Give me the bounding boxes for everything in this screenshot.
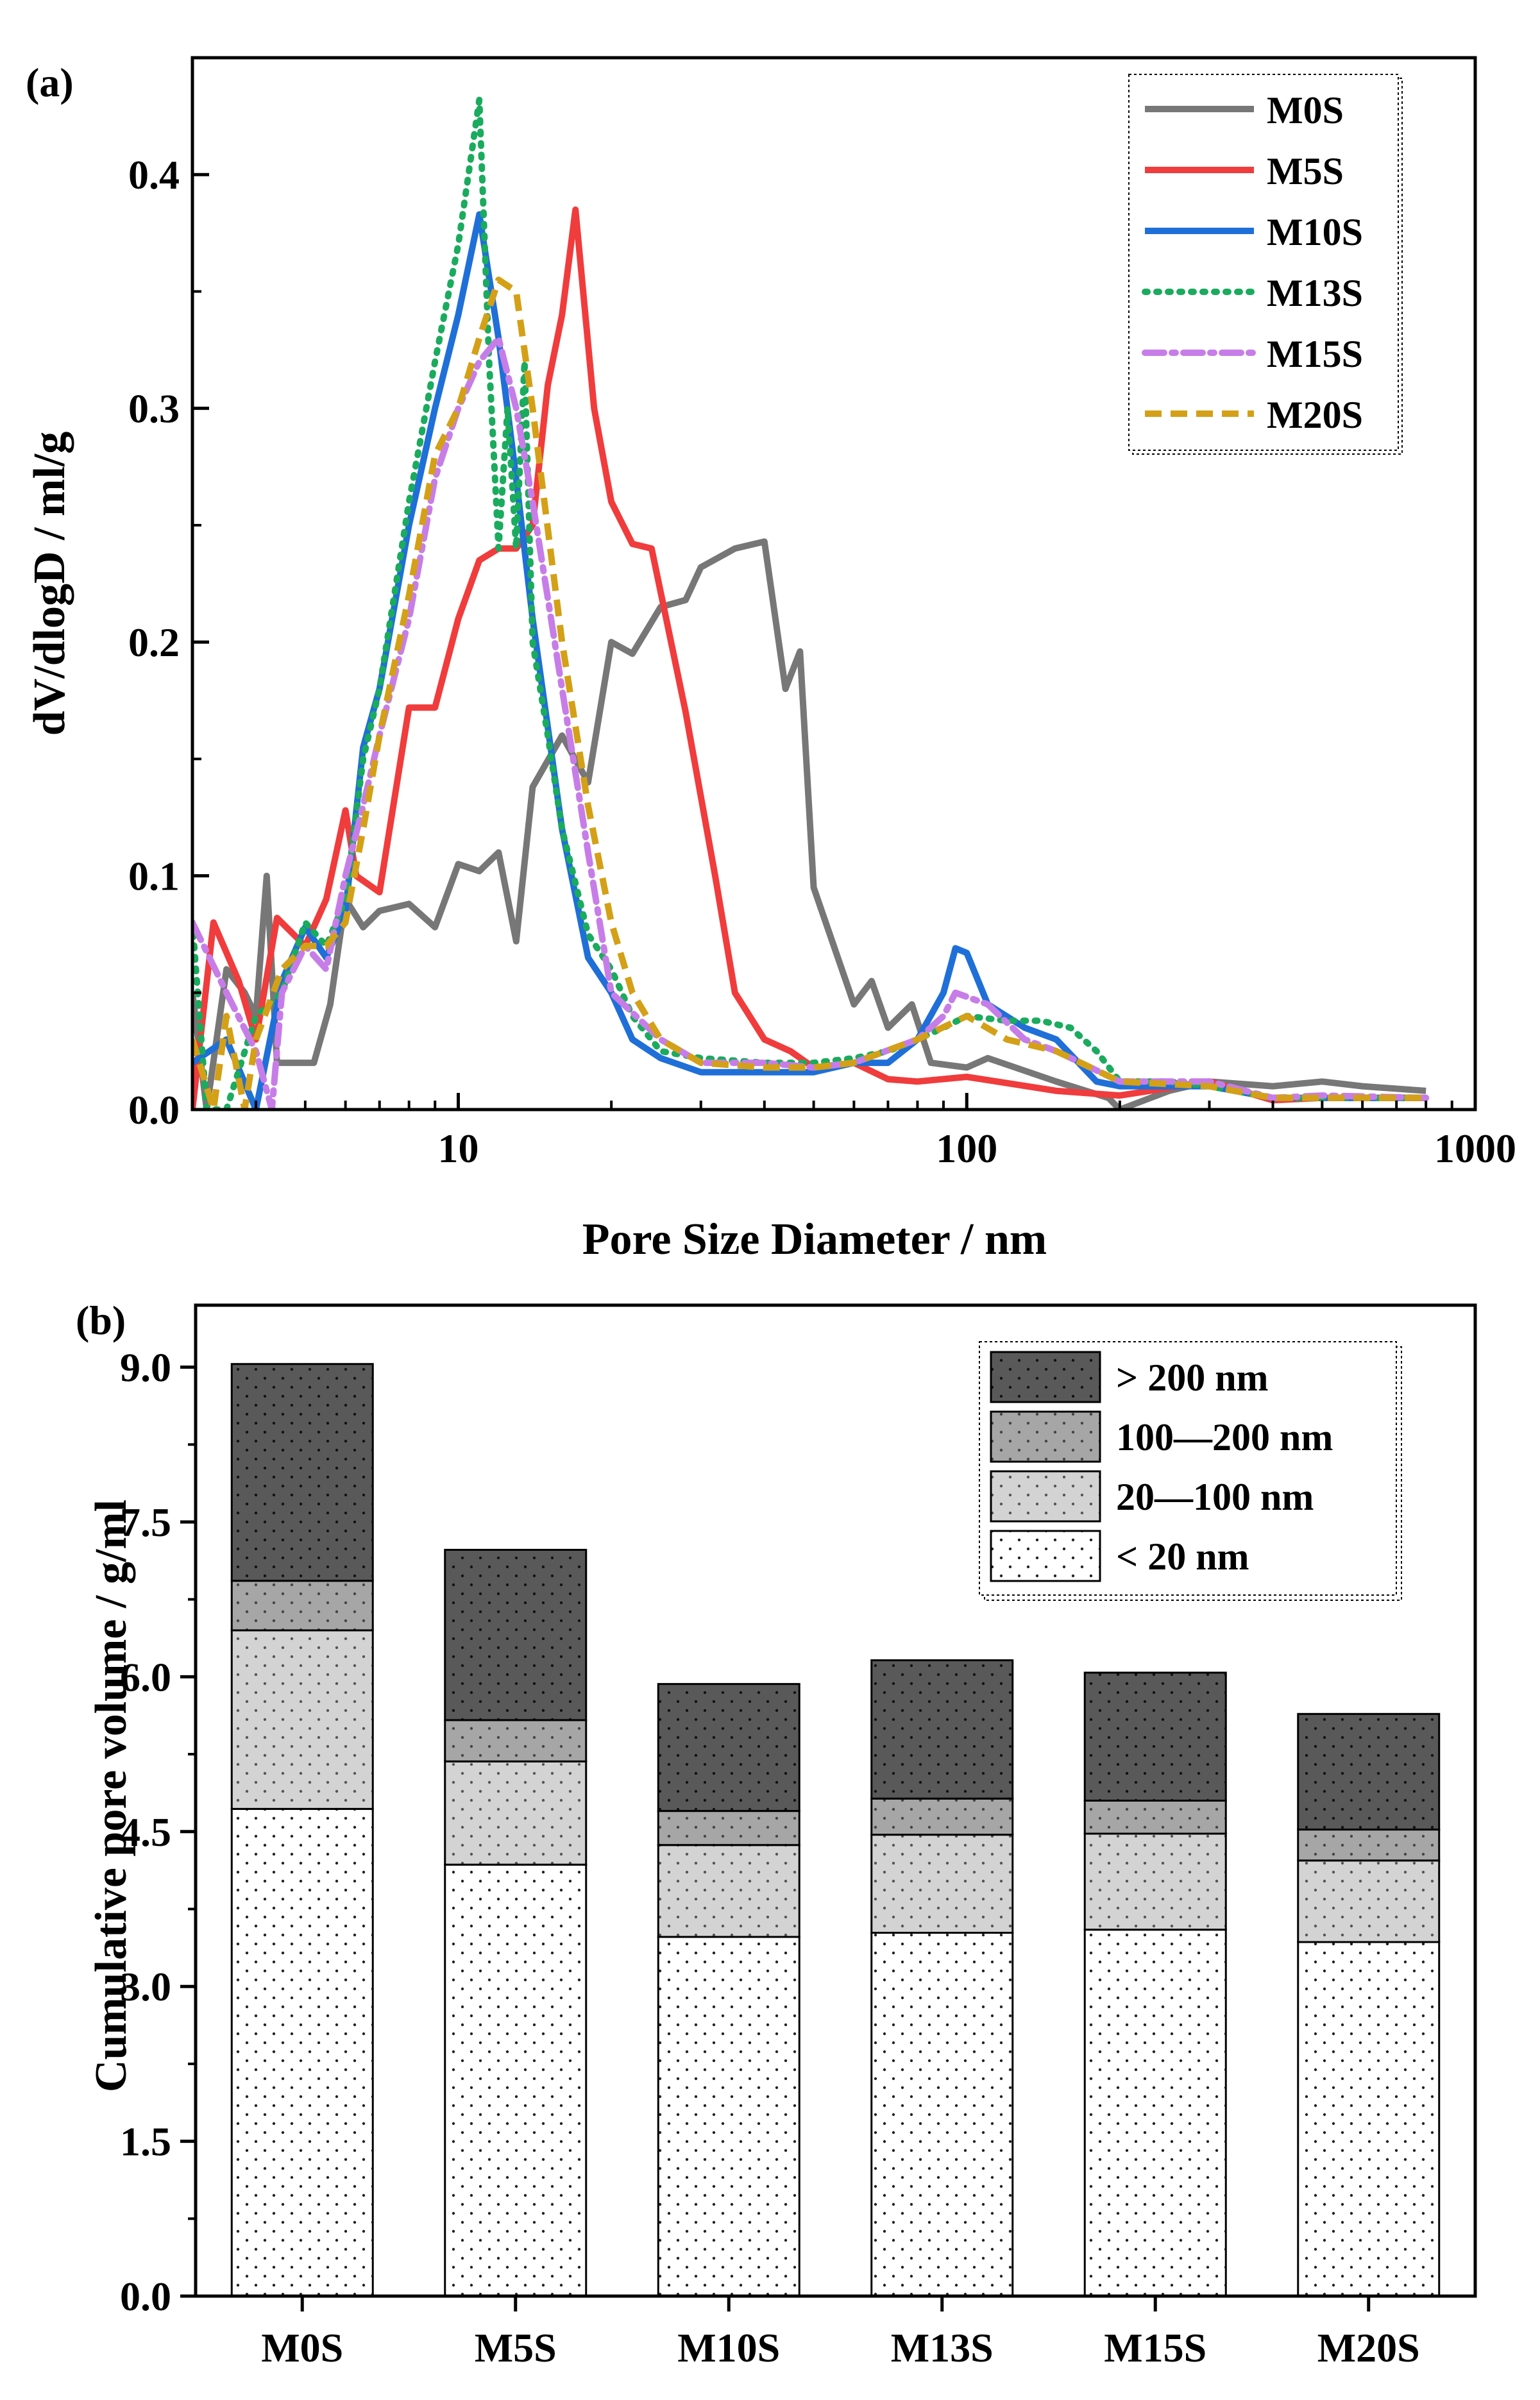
panel-a-frame [190,56,1477,1111]
legend-swatch-100-200-nm [990,1410,1101,1463]
x-tick-label-m5s: M5S [475,2325,557,2370]
y-tick-label: 0.3 [128,386,180,432]
bar-m13s-200-nm [870,1659,1014,1800]
legend-label-m20s: M20S [1267,394,1363,436]
x-tick-label-m15s: M15S [1104,2325,1206,2370]
y-tick-label: 0.0 [120,2274,171,2319]
panel-b-frame [194,1303,1477,2298]
bar-m13s-20-100-nm [870,1834,1014,1934]
series-line-m5s [192,206,1426,1110]
bar-m10s-100-200-nm [657,1810,800,1846]
legend-label-m13s: M13S [1267,272,1363,314]
panel-a-axes: 0.0 0.1 0.2 0.3 0.4 10 100 1000 [128,56,1516,1171]
bar-m20s-200-nm [1297,1712,1441,1831]
legend-label-20-nm: < 20 nm [1116,1535,1249,1578]
bar-m20s-100-200-nm [1297,1829,1441,1862]
y-tick-label: 1.5 [120,2119,171,2165]
y-tick-label: 0.0 [128,1087,180,1133]
bar-m5s-20-nm [444,1863,588,2297]
series-line-m20s [192,276,1426,1110]
panel-b-label: (b) [76,1297,126,1343]
bar-m20s-20-100-nm [1297,1859,1441,1943]
panel-a-label: (a) [26,60,74,105]
bar-m20s-20-nm [1297,1941,1441,2297]
legend-label-200-nm: > 200 nm [1116,1356,1269,1399]
y-tick-label: 0.4 [128,152,180,198]
stacked-bars [230,1363,1441,2297]
panel-b-axes: 0.0 1.5 3.0 4.5 6.0 7.5 9.0 M0S M5S M10S M13S M15S M… [120,1345,1420,2370]
legend-label-100-200-nm: 100—200 nm [1116,1416,1333,1458]
bar-m5s-100-200-nm [444,1719,588,1762]
panel-b-legend-shadow [984,1346,1402,1601]
bar-m5s-20-100-nm [444,1760,588,1866]
panel-a-line-chart: (a) 0.0 0.1 0.2 0.3 0.4 10 100 1000 Pore Size D… [25,56,1516,1264]
legend-label-m5s: M5S [1267,150,1344,192]
legend-swatch-200-nm [990,1351,1101,1403]
y-tick-label: 3.0 [120,1964,171,2009]
bar-m15s-100-200-nm [1083,1800,1227,1835]
y-tick-label: 0.1 [128,854,180,899]
legend-swatch-20-100-nm [990,1470,1101,1523]
y-tick-label: 9.0 [120,1345,171,1390]
legend-swatch-20-nm [990,1530,1101,1582]
bar-m15s-20-nm [1083,1929,1227,2297]
legend-label-m10s: M10S [1267,211,1363,253]
x-tick-label-m13s: M13S [891,2325,994,2370]
legend-label-m0s: M0S [1267,89,1344,131]
bar-m0s-200-nm [230,1363,374,1582]
y-tick-label: 4.5 [120,1809,171,1855]
panel-b-legend: > 200 nm 100—200 nm 20—100 nm < 20 nm [979,1341,1402,1601]
x-tick-label: 10 [438,1126,479,1171]
panel-b-y-axis-title: Cumulative pore volume / g/ml [87,1500,136,2092]
legend-label-m15s: M15S [1267,333,1363,375]
panel-b-stacked-bar-chart: (b) 0.0 1.5 3.0 4.5 6.0 7.5 9.0 M0S M5S M10S M13S M… [76,1297,1477,2370]
panel-a-legend-box [1128,74,1399,451]
bar-m0s-20-100-nm [230,1629,374,1810]
bar-m13s-100-200-nm [870,1797,1014,1836]
panel-a-legend: M0S M5S M10S M13S M15S M20S [1128,74,1403,455]
x-tick-label-m0s: M0S [261,2325,343,2370]
bar-m0s-100-200-nm [230,1580,374,1632]
bar-m0s-20-nm [230,1807,374,2297]
panel-a-y-axis-title: dV/dlogD / ml/g [25,432,74,736]
series-line-m15s [192,335,1430,1110]
x-tick-label-m20s: M20S [1317,2325,1420,2370]
bar-m13s-20-nm [870,1932,1014,2297]
series-line-m0s [192,538,1426,1110]
y-tick-label: 0.2 [128,620,180,665]
y-tick-label: 6.0 [120,1654,171,1700]
bar-m15s-200-nm [1083,1671,1227,1802]
bar-m10s-20-nm [657,1936,800,2297]
series-lines [192,96,1430,1110]
bar-m10s-200-nm [657,1683,800,1813]
panel-a-x-axis-title: Pore Size Diameter / nm [582,1215,1047,1264]
x-tick-label: 1000 [1434,1126,1516,1171]
x-tick-label: 100 [936,1126,997,1171]
y-tick-label: 7.5 [120,1500,171,1545]
bar-m5s-200-nm [444,1548,588,1721]
legend-label-20-100-nm: 20—100 nm [1116,1476,1314,1518]
bar-m10s-20-100-nm [657,1844,800,1938]
bar-m15s-20-100-nm [1083,1832,1227,1931]
x-tick-label-m10s: M10S [677,2325,780,2370]
